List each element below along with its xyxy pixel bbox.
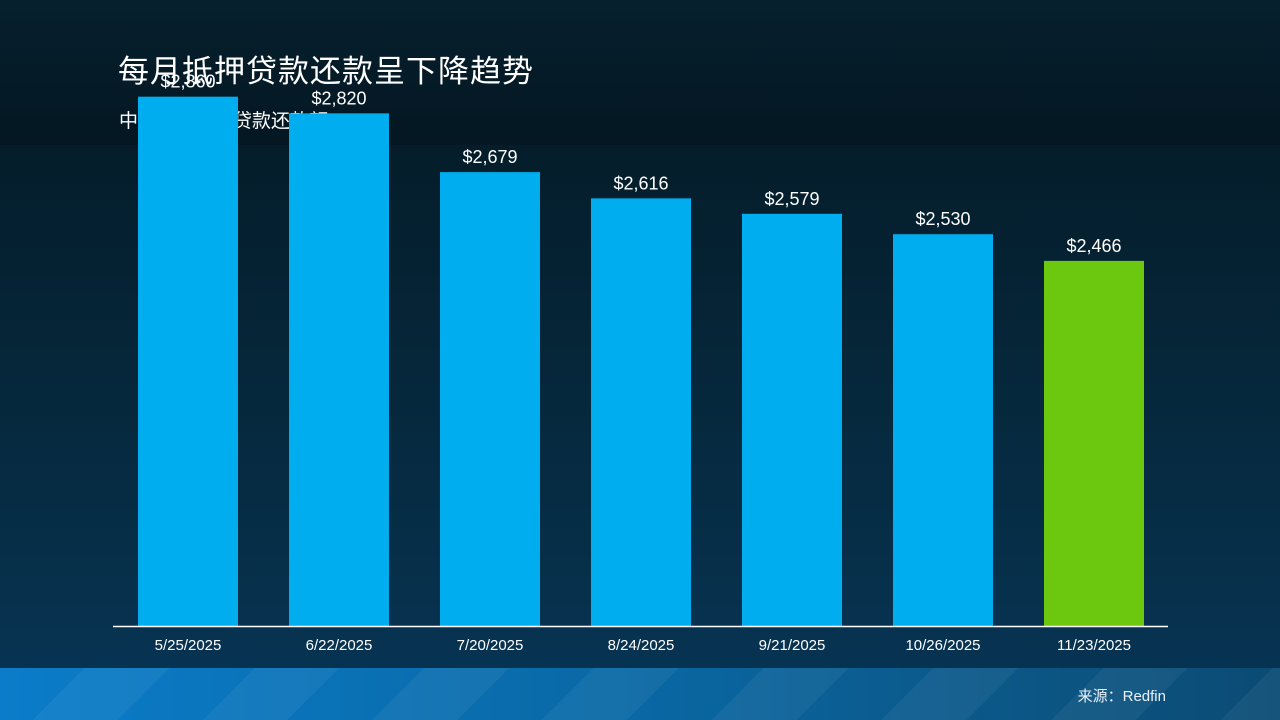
x-tick-label: 8/24/2025 (608, 637, 675, 654)
source-note: 来源：Redfin (1077, 688, 1166, 705)
data-label: $2,616 (613, 173, 668, 193)
data-label: $2,466 (1066, 236, 1121, 256)
x-tick-label: 6/22/2025 (306, 637, 373, 654)
x-tick-label: 10/26/2025 (905, 637, 980, 654)
bar-5-25-2025 (138, 96, 238, 626)
footer-stripes (0, 668, 1280, 720)
x-tick-label: 11/23/2025 (1057, 637, 1131, 654)
data-labels-group: $2,860 $2,820 $2,679 $2,616 $2,579 $2,530 $2,4… (160, 72, 1121, 256)
data-label: $2,579 (764, 189, 819, 209)
bar-11-23-2025 (1044, 260, 1144, 626)
bars-group (138, 96, 1144, 627)
x-tick-label: 9/21/2025 (759, 637, 826, 654)
x-tick-label: 7/20/2025 (457, 637, 524, 654)
data-label: $2,860 (160, 72, 215, 92)
bar-9-21-2025 (742, 213, 842, 626)
data-label: $2,530 (915, 209, 970, 229)
bar-10-26-2025 (893, 234, 993, 626)
x-tick-labels-group: 5/25/2025 6/22/2025 7/20/2025 8/24/2025 9/21… (155, 637, 1131, 654)
x-tick-label: 5/25/2025 (155, 637, 222, 654)
data-label: $2,679 (462, 147, 517, 167)
data-label: $2,820 (311, 88, 366, 108)
chart-title: 每月抵押贷款还款呈下降趋势 (118, 54, 534, 89)
bar-chart: $2,860 $2,820 $2,679 $2,616 $2,579 $2,530 $2,4… (138, 72, 1144, 654)
bar-8-24-2025 (591, 198, 691, 627)
bar-7-20-2025 (440, 172, 540, 626)
footer-band: 来源：Redfin (0, 668, 1280, 720)
bar-6-22-2025 (289, 113, 389, 627)
